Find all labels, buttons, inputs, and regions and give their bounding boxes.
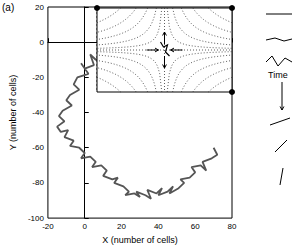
- svg-text:-60: -60: [32, 143, 44, 152]
- svg-text:40: 40: [154, 222, 163, 231]
- svg-text:60: 60: [191, 222, 200, 231]
- svg-text:-80: -80: [32, 178, 44, 187]
- svg-text:(a): (a): [2, 2, 14, 13]
- svg-text:X (number of cells): X (number of cells): [102, 235, 178, 245]
- svg-text:-100: -100: [27, 213, 44, 223]
- svg-text:0: 0: [39, 38, 44, 47]
- svg-text:-20: -20: [42, 222, 54, 231]
- svg-text:Y (number of cells): Y (number of cells): [8, 75, 18, 150]
- svg-text:0: 0: [83, 222, 88, 231]
- svg-text:80: 80: [228, 222, 237, 231]
- svg-text:20: 20: [117, 222, 126, 231]
- svg-text:-20: -20: [32, 73, 44, 82]
- svg-text:-40: -40: [32, 108, 44, 117]
- svg-text:20: 20: [35, 3, 44, 12]
- svg-text:Time: Time: [268, 70, 288, 80]
